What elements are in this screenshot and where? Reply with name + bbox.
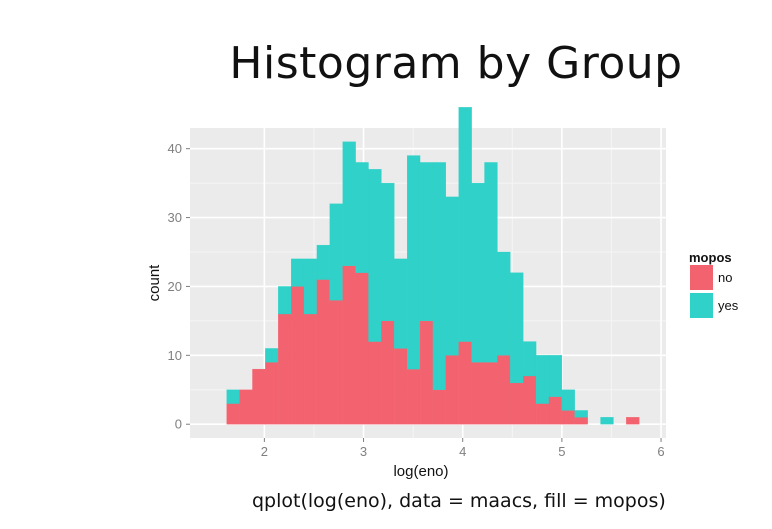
axis-ticks — [186, 148, 662, 442]
bar-no — [432, 389, 447, 425]
bar-no — [342, 265, 356, 425]
bar-no — [574, 417, 588, 425]
x-axis-label: log(eno) — [393, 463, 448, 480]
legend: mopos no yes — [689, 250, 739, 318]
bar-no — [535, 403, 550, 425]
bar-no — [523, 375, 537, 425]
bar-no — [407, 368, 421, 425]
bar-yes — [329, 203, 343, 301]
y-axis-label: count — [146, 264, 163, 302]
code-caption: qplot(log(eno), data = maacs, fill = mop… — [252, 490, 666, 512]
bar-yes — [355, 162, 369, 273]
legend-title: mopos — [689, 250, 732, 265]
bar-no — [329, 300, 343, 425]
x-tick-label: 2 — [261, 444, 268, 459]
legend-label-no: no — [718, 270, 732, 285]
bar-yes — [226, 389, 240, 404]
x-tick-label: 6 — [657, 444, 664, 459]
bar-yes — [484, 162, 498, 363]
x-tick-labels: 2 3 4 5 6 — [261, 444, 665, 459]
bar-yes — [265, 348, 279, 363]
bar-no — [484, 362, 498, 425]
legend-label-yes: yes — [718, 298, 739, 313]
x-tick-label: 4 — [459, 444, 466, 459]
x-tick-label: 3 — [360, 444, 367, 459]
bar-no — [303, 313, 318, 425]
bar-yes — [368, 169, 382, 342]
bar-no — [278, 313, 292, 425]
bar-yes — [510, 272, 524, 384]
bar-yes — [445, 196, 459, 356]
bar-no — [445, 355, 459, 425]
bar-yes — [303, 258, 318, 315]
bar-no — [355, 272, 369, 425]
legend-swatch-no — [690, 265, 713, 290]
bar-no — [419, 320, 434, 425]
legend-swatch-yes — [690, 293, 713, 318]
bar-yes — [561, 389, 575, 411]
y-tick-label: 40 — [168, 141, 182, 156]
y-tick-label: 10 — [168, 348, 182, 363]
bar-yes — [471, 182, 485, 363]
bar-no — [626, 417, 640, 425]
bar-no — [471, 362, 485, 425]
bar-yes — [342, 141, 356, 266]
bar-yes — [316, 244, 330, 280]
bar-yes — [419, 162, 434, 322]
slide-title: Histogram by Group — [229, 38, 683, 89]
bar-no — [381, 320, 395, 425]
bar-no — [316, 279, 330, 425]
bar-yes — [432, 162, 447, 390]
y-tick-labels: 0 10 20 30 40 — [168, 141, 182, 432]
bar-no — [239, 389, 253, 425]
bar-no — [458, 341, 472, 425]
x-tick-label: 5 — [558, 444, 565, 459]
bar-no — [290, 286, 305, 425]
y-tick-label: 30 — [168, 210, 182, 225]
bar-yes — [290, 258, 305, 287]
bar-yes — [535, 355, 550, 404]
y-tick-label: 20 — [168, 279, 182, 294]
bar-no — [252, 368, 266, 425]
bar-yes — [458, 107, 472, 342]
bar-yes — [523, 341, 537, 377]
bar-yes — [407, 155, 421, 370]
bar-no — [510, 382, 524, 425]
bar-yes — [278, 286, 292, 315]
bar-yes — [574, 410, 588, 418]
histogram-bars — [226, 107, 640, 425]
bar-no — [368, 341, 382, 425]
bar-yes — [497, 251, 511, 356]
bar-yes — [600, 417, 614, 425]
bar-yes — [394, 258, 408, 349]
bar-no — [497, 355, 511, 425]
y-tick-label: 0 — [175, 417, 182, 432]
bar-no — [226, 403, 240, 425]
bar-yes — [381, 182, 395, 322]
bar-yes — [548, 355, 563, 397]
bar-no — [561, 410, 575, 425]
bar-no — [265, 362, 279, 425]
bar-no — [548, 396, 563, 425]
bar-no — [394, 348, 408, 425]
